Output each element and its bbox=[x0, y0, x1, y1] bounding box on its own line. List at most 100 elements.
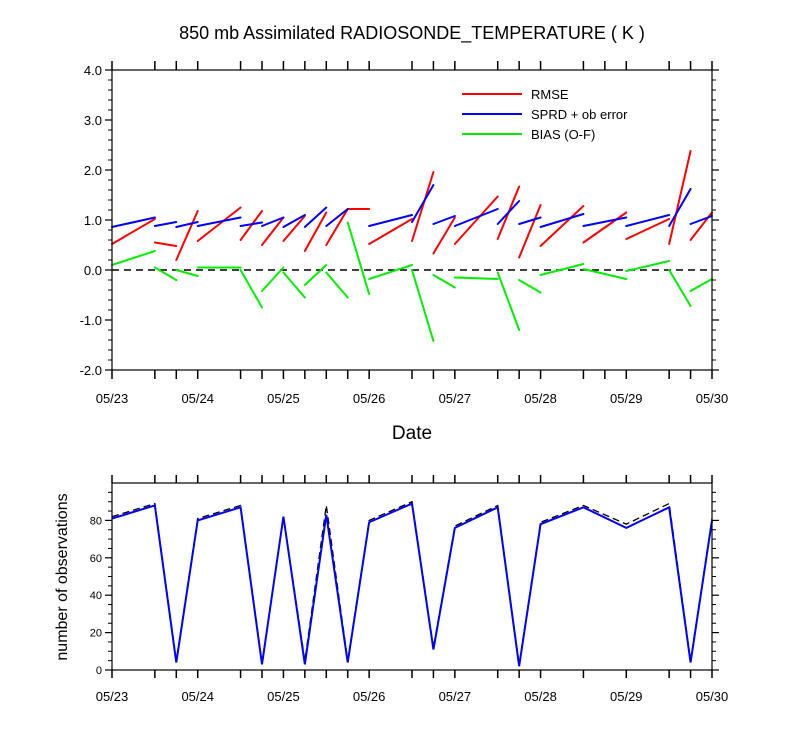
series-segment bbox=[411, 171, 435, 242]
x-axis-label: Date bbox=[392, 423, 432, 444]
series-used bbox=[111, 502, 713, 667]
legend: RMSE SPRD + ob error BIAS (O-F) bbox=[462, 87, 628, 142]
x-tick-label: 05/25 bbox=[267, 391, 300, 406]
series-segment bbox=[303, 211, 328, 252]
series-segment bbox=[453, 195, 499, 245]
top-chart: 850 mb Assimilated RADIOSONDE_TEMPERATUR… bbox=[80, 23, 729, 444]
series-segment bbox=[582, 268, 628, 280]
series-segment bbox=[411, 184, 435, 223]
series-segment bbox=[111, 218, 156, 245]
series-segment bbox=[261, 216, 285, 246]
x-tick-label: 05/26 bbox=[353, 689, 386, 704]
series-segment bbox=[453, 208, 499, 227]
x-tick-label: 05/30 bbox=[696, 689, 729, 704]
legend-label: RMSE bbox=[531, 87, 569, 102]
series-segment bbox=[196, 216, 242, 227]
y-tick-label: 2.0 bbox=[84, 163, 102, 178]
series-segment bbox=[432, 274, 456, 289]
x-tick-label: 05/29 bbox=[610, 689, 643, 704]
series-segment bbox=[668, 188, 692, 227]
series-segment bbox=[518, 204, 542, 259]
x-tick-label: 05/23 bbox=[96, 689, 129, 704]
series-segment bbox=[239, 210, 263, 241]
x-tick-label: 05/27 bbox=[439, 391, 472, 406]
top-plot-area: -2.0 -1.0 0.0 1.0 2.0 3.0 4.0 05/23 05/24 05/25 05… bbox=[80, 61, 729, 406]
series-segment bbox=[261, 216, 285, 227]
series-segment bbox=[175, 269, 199, 277]
series-possible bbox=[111, 500, 713, 665]
y-tick-label: 1.0 bbox=[84, 213, 102, 228]
y-tick-label: 40 bbox=[90, 590, 102, 602]
series-segment bbox=[368, 214, 413, 227]
series-segment bbox=[689, 278, 713, 292]
series-segment bbox=[496, 200, 521, 225]
y-tick-label: 20 bbox=[90, 628, 102, 640]
series-segment bbox=[668, 150, 692, 245]
series-segment bbox=[368, 264, 413, 280]
series-segment bbox=[111, 250, 156, 266]
series-segment bbox=[282, 271, 306, 299]
series-segment bbox=[303, 264, 328, 286]
series-segment bbox=[175, 210, 199, 261]
x-tick-label: 05/28 bbox=[524, 391, 557, 406]
series-segment bbox=[453, 276, 499, 280]
x-tick-label: 05/24 bbox=[181, 391, 214, 406]
x-tick-label: 05/28 bbox=[524, 689, 557, 704]
series-segment bbox=[325, 271, 349, 299]
series-segment bbox=[239, 221, 263, 227]
y-tick-label: -2.0 bbox=[80, 363, 102, 378]
series-segment bbox=[153, 266, 178, 281]
series-segment bbox=[325, 208, 349, 246]
y-tick-label: 60 bbox=[90, 553, 102, 565]
series-segment bbox=[239, 269, 263, 309]
series-segment bbox=[325, 208, 349, 227]
series-segment bbox=[111, 216, 156, 228]
x-tick-label: 05/29 bbox=[610, 391, 643, 406]
series-segment bbox=[582, 211, 628, 244]
x-tick-label: 05/30 bbox=[696, 391, 729, 406]
series-segment bbox=[518, 279, 542, 294]
series-segment bbox=[539, 213, 585, 228]
x-tick-label: 05/27 bbox=[439, 689, 472, 704]
bottom-plot-area: 0 20 40 60 80 05/23 05/24 05/25 05/26 05/27 05/28 0… bbox=[90, 475, 729, 704]
series-segment bbox=[411, 269, 435, 342]
series-segment bbox=[175, 221, 199, 228]
series-segment bbox=[689, 215, 713, 225]
legend-label: BIAS (O-F) bbox=[531, 127, 595, 142]
y-tick-label: 3.0 bbox=[84, 113, 102, 128]
series-segment bbox=[582, 216, 628, 227]
y-tick-label: 80 bbox=[90, 515, 102, 527]
x-tick-label: 05/24 bbox=[181, 689, 214, 704]
legend-label: SPRD + ob error bbox=[531, 107, 628, 122]
series-segment bbox=[539, 205, 585, 247]
series-segment bbox=[282, 215, 306, 242]
series-segment bbox=[153, 221, 178, 227]
y-tick-label: -1.0 bbox=[80, 313, 102, 328]
series-segment bbox=[625, 260, 671, 272]
series-segment bbox=[303, 206, 328, 228]
series-segment bbox=[432, 216, 456, 255]
series-segment bbox=[261, 266, 285, 292]
chart-title: 850 mb Assimilated RADIOSONDE_TEMPERATUR… bbox=[179, 23, 645, 44]
series-sprd-ob-error bbox=[111, 184, 713, 228]
x-tick-label: 05/23 bbox=[96, 391, 129, 406]
series-segment bbox=[496, 271, 521, 331]
series-segment bbox=[539, 263, 585, 276]
series-rmse bbox=[111, 150, 713, 261]
x-tick-label: 05/25 bbox=[267, 689, 300, 704]
series-bias-o-f- bbox=[111, 221, 713, 342]
series-segment bbox=[625, 218, 671, 240]
plot-frame bbox=[111, 482, 713, 671]
series-segment bbox=[368, 218, 413, 245]
x-tick-label: 05/26 bbox=[353, 391, 386, 406]
series-segment bbox=[153, 241, 178, 247]
series-segment bbox=[668, 269, 692, 307]
series-segment bbox=[196, 206, 242, 242]
series-segment bbox=[282, 214, 306, 228]
bottom-chart: 0 20 40 60 80 05/23 05/24 05/25 05/26 05/27 05/28 0… bbox=[54, 475, 728, 704]
series-segment bbox=[625, 214, 671, 227]
y-tick-label: 4.0 bbox=[84, 63, 102, 78]
y-tick-label: 0.0 bbox=[84, 263, 102, 278]
y-axis-label-observations: number of observations bbox=[54, 493, 71, 660]
